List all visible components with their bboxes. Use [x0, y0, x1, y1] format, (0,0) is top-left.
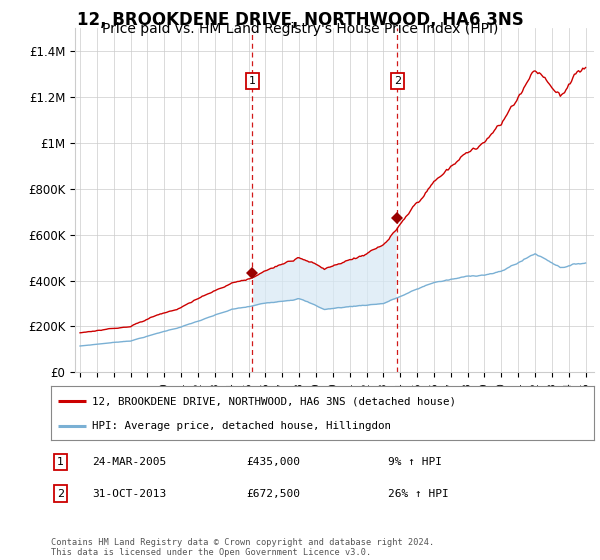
- Text: 24-MAR-2005: 24-MAR-2005: [92, 457, 166, 467]
- Text: £672,500: £672,500: [247, 488, 301, 498]
- Text: 12, BROOKDENE DRIVE, NORTHWOOD, HA6 3NS: 12, BROOKDENE DRIVE, NORTHWOOD, HA6 3NS: [77, 11, 523, 29]
- Text: 1: 1: [249, 76, 256, 86]
- Text: 26% ↑ HPI: 26% ↑ HPI: [388, 488, 448, 498]
- Text: 1: 1: [57, 457, 64, 467]
- Text: 12, BROOKDENE DRIVE, NORTHWOOD, HA6 3NS (detached house): 12, BROOKDENE DRIVE, NORTHWOOD, HA6 3NS …: [92, 396, 456, 407]
- Text: Price paid vs. HM Land Registry's House Price Index (HPI): Price paid vs. HM Land Registry's House …: [102, 22, 498, 36]
- Text: HPI: Average price, detached house, Hillingdon: HPI: Average price, detached house, Hill…: [92, 421, 391, 431]
- Text: 9% ↑ HPI: 9% ↑ HPI: [388, 457, 442, 467]
- Text: 2: 2: [57, 488, 64, 498]
- Text: 31-OCT-2013: 31-OCT-2013: [92, 488, 166, 498]
- Text: 2: 2: [394, 76, 401, 86]
- Text: £435,000: £435,000: [247, 457, 301, 467]
- Text: Contains HM Land Registry data © Crown copyright and database right 2024.
This d: Contains HM Land Registry data © Crown c…: [51, 538, 434, 557]
